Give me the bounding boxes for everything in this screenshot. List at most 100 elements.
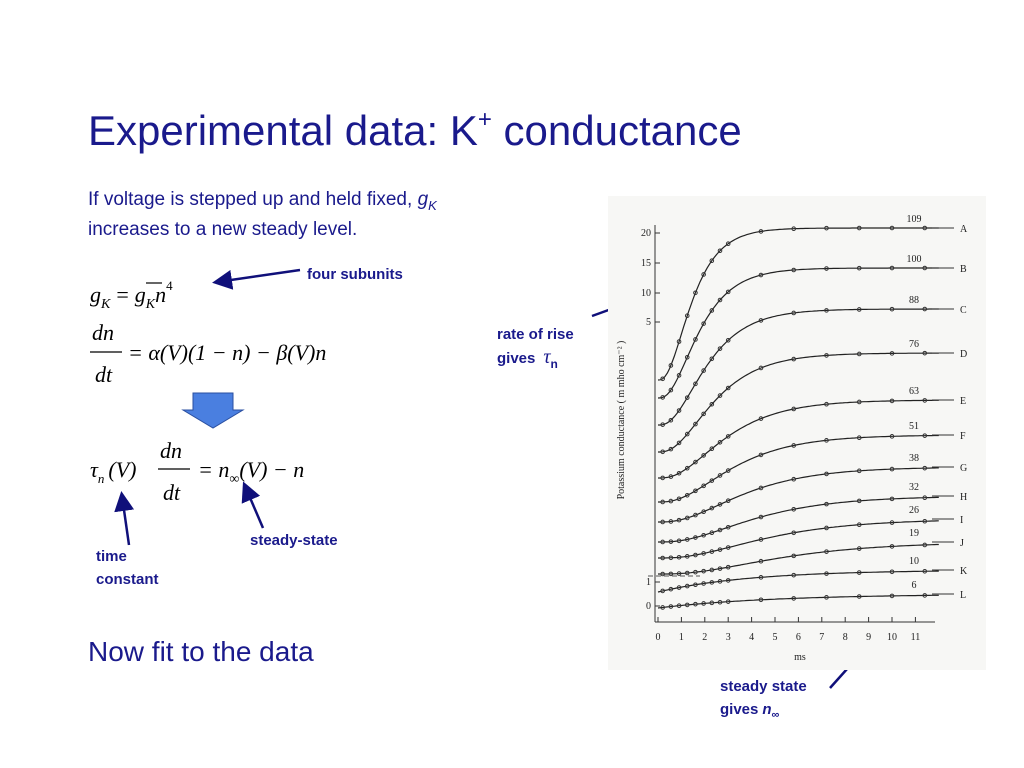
curve-point xyxy=(701,551,706,556)
x-tick-label: 9 xyxy=(866,632,871,643)
annotation-tau: τ xyxy=(543,346,551,368)
eq-token: g xyxy=(135,282,146,307)
curve-point xyxy=(709,600,715,606)
curve-point xyxy=(701,601,706,606)
curve-point xyxy=(856,351,862,357)
curve-point xyxy=(660,571,665,577)
curve-point xyxy=(725,434,731,439)
curve-value-label: 76 xyxy=(909,339,919,350)
eq-token: g xyxy=(90,282,101,307)
curve-point xyxy=(684,492,690,498)
curve-letter: H xyxy=(960,492,967,503)
curve-point xyxy=(889,225,895,231)
curve-point xyxy=(889,306,895,312)
curve-point xyxy=(709,446,715,452)
y-axis-label: Potassium conductance ( m mho cm⁻² ) xyxy=(616,341,627,500)
eq-den: dt xyxy=(163,480,181,505)
curve-point xyxy=(856,546,862,551)
curve-point xyxy=(684,465,690,471)
curve-point xyxy=(758,537,764,542)
curve-point xyxy=(693,601,698,607)
curve-point xyxy=(684,537,690,542)
curve-point xyxy=(684,355,690,360)
curve-point xyxy=(856,307,862,312)
down-arrow xyxy=(181,392,245,429)
curve-point xyxy=(709,549,715,554)
curve-point xyxy=(693,290,698,296)
eq-token: K xyxy=(100,297,111,312)
curve-point xyxy=(660,588,665,594)
x-tick-label: 6 xyxy=(796,632,801,643)
curve-point xyxy=(684,395,690,400)
curve-point xyxy=(709,478,715,483)
curve-point xyxy=(709,505,715,511)
curve xyxy=(657,594,939,609)
curve-point xyxy=(758,318,764,323)
curve-point xyxy=(701,581,706,586)
x-tick-label: 5 xyxy=(773,632,778,643)
eq-token: n xyxy=(155,282,166,307)
curve-value-label: 19 xyxy=(909,528,919,539)
curve-point xyxy=(709,567,715,573)
curve-point xyxy=(684,570,690,576)
curve-point xyxy=(717,566,723,571)
y-tick-label: 10 xyxy=(641,288,651,299)
annotation-text: gives xyxy=(497,350,535,367)
curve-point xyxy=(758,365,764,371)
curve-point xyxy=(701,453,706,458)
eq-token: (V) xyxy=(108,457,136,482)
curve-value-label: 100 xyxy=(907,254,922,265)
curve-point xyxy=(660,449,665,455)
curve-point xyxy=(824,571,829,576)
curve-point xyxy=(856,435,862,440)
curve-point xyxy=(676,517,682,523)
curve xyxy=(657,570,939,593)
title-rest: conductance xyxy=(492,107,742,154)
curve-point xyxy=(889,351,895,356)
curve-point xyxy=(791,310,797,316)
curve-point xyxy=(684,602,690,608)
eq-num: dn xyxy=(92,320,114,345)
curve-point xyxy=(725,385,731,391)
curve-point xyxy=(824,595,829,600)
curve-point xyxy=(922,465,928,471)
curve-value-label: 10 xyxy=(909,556,919,567)
curve-point xyxy=(717,599,723,605)
curve-value-label: 38 xyxy=(909,453,919,464)
curve-point xyxy=(676,408,682,413)
x-tick-label: 7 xyxy=(819,632,824,643)
title: Experimental data: K+ conductance xyxy=(88,106,742,154)
curve xyxy=(658,520,939,559)
eq-token: = xyxy=(116,282,128,307)
curve-letter: K xyxy=(960,566,968,577)
curve-point xyxy=(701,411,706,417)
curve-letter: A xyxy=(960,224,968,235)
curve-point xyxy=(922,398,928,403)
curve-point xyxy=(668,363,674,368)
eq-token: ∞ xyxy=(229,472,239,487)
curve-point xyxy=(709,401,715,407)
curve-point xyxy=(709,356,715,362)
curve-point xyxy=(660,499,665,505)
curve-point xyxy=(725,337,731,343)
curve-point xyxy=(693,535,698,540)
curve-point xyxy=(676,440,682,446)
curve xyxy=(658,467,939,523)
curve-point xyxy=(856,265,862,271)
x-tick-label: 4 xyxy=(749,632,754,643)
curve-point xyxy=(676,603,682,608)
curve-point xyxy=(660,539,665,545)
curve-point xyxy=(725,524,731,530)
curve-point xyxy=(684,431,690,437)
curve-point xyxy=(791,596,797,601)
curve-point xyxy=(693,488,698,494)
curve-point xyxy=(684,515,690,521)
intro-text: increases to a new steady level. xyxy=(88,219,357,240)
curve-point xyxy=(889,434,895,439)
eq-num: dn xyxy=(160,438,182,463)
curve-point xyxy=(668,474,674,479)
curve-point xyxy=(922,593,928,598)
curve-point xyxy=(693,552,698,558)
curve-value-label: 109 xyxy=(907,214,922,225)
x-tick-label: 10 xyxy=(887,632,897,643)
